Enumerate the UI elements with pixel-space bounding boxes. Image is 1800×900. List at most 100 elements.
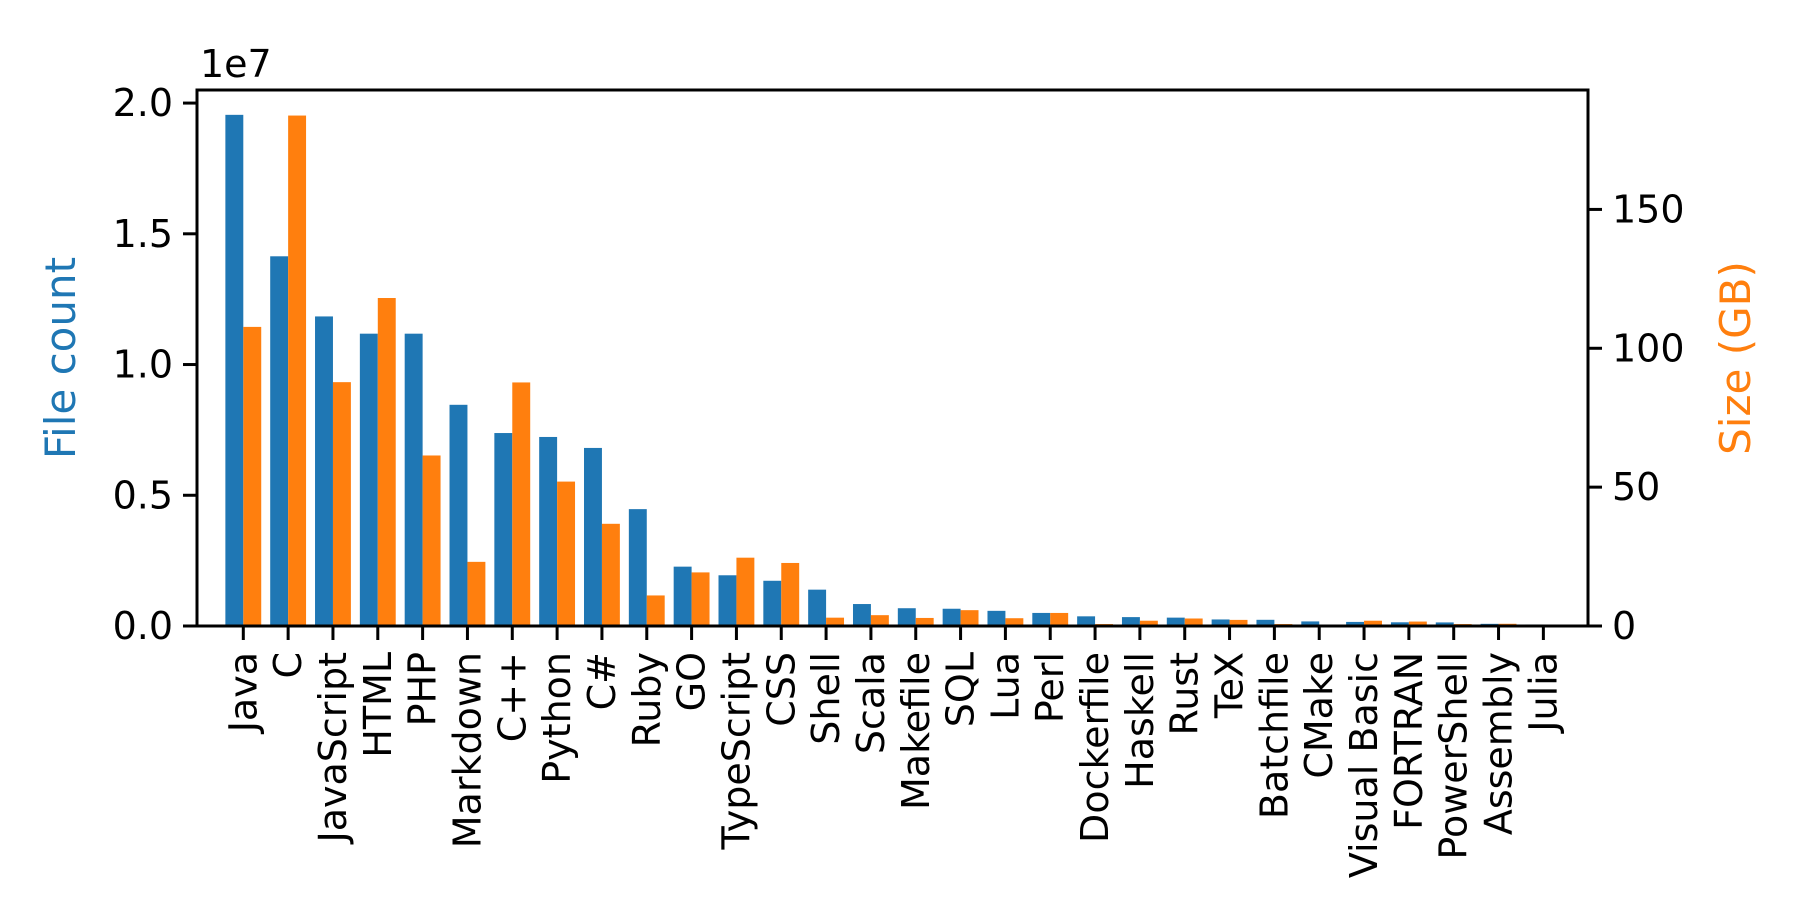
x-tick-label-go: GO bbox=[670, 652, 714, 711]
bar-file-count-css bbox=[763, 580, 782, 626]
bar-size-gb-fortran bbox=[1408, 621, 1427, 626]
bar-size-gb-c- bbox=[601, 523, 620, 626]
bar-file-count-fortran bbox=[1390, 622, 1409, 626]
bar-file-count-shell bbox=[808, 589, 827, 626]
bar-file-count-php bbox=[404, 333, 423, 626]
left-ticks-group: 0.0 0.5 1.0 1.5 2.0 bbox=[113, 81, 197, 648]
x-tick-label-sql: SQL bbox=[939, 652, 983, 727]
x-tick-label-fortran: FORTRAN bbox=[1387, 652, 1431, 830]
left-tick-label: 0.0 bbox=[113, 604, 173, 648]
x-tick-label-php: PHP bbox=[401, 652, 445, 726]
bar-file-count-typescript bbox=[718, 575, 737, 626]
x-tick-label-rust: Rust bbox=[1163, 652, 1207, 735]
bar-size-gb-shell bbox=[826, 617, 845, 626]
x-tick-label-ruby: Ruby bbox=[625, 652, 669, 747]
x-tick-label-python: Python bbox=[535, 652, 579, 784]
x-tick-label-haskell: Haskell bbox=[1118, 652, 1162, 789]
bar-size-gb-css bbox=[781, 562, 800, 626]
bar-size-gb-html bbox=[377, 298, 396, 626]
bar-size-gb-visual-basic bbox=[1364, 620, 1382, 626]
bar-size-gb-scala bbox=[870, 615, 889, 626]
bar-file-count-markdown bbox=[449, 404, 468, 626]
plot-frame bbox=[195, 88, 1590, 628]
bar-file-count-c- bbox=[584, 447, 602, 626]
right-tick-label: 100 bbox=[1612, 326, 1685, 370]
x-tick-label-dockerfile: Dockerfile bbox=[1073, 652, 1117, 843]
bar-size-gb-haskell bbox=[1139, 620, 1158, 626]
left-tick-label: 0.5 bbox=[113, 473, 173, 517]
left-tick-label: 1.5 bbox=[113, 212, 173, 256]
x-tick-label-c: C bbox=[266, 652, 310, 679]
x-tick-label-visual-basic: Visual Basic bbox=[1342, 652, 1386, 878]
bar-file-count-python bbox=[539, 436, 558, 626]
bar-size-gb-java bbox=[243, 326, 262, 626]
x-tick-label-c-: C# bbox=[580, 652, 624, 710]
left-tick-label: 2.0 bbox=[113, 81, 173, 125]
bar-size-gb-rust bbox=[1184, 618, 1203, 626]
x-tick-label-typescript: TypeScript bbox=[714, 652, 758, 851]
right-tick-label: 50 bbox=[1612, 465, 1660, 509]
right-tick-label: 150 bbox=[1612, 187, 1685, 231]
bar-file-count-c- bbox=[494, 433, 513, 626]
bar-file-count-perl bbox=[1032, 612, 1051, 626]
y-axis-offset-text: 1e7 bbox=[200, 42, 272, 86]
left-tick-label: 1.0 bbox=[113, 343, 173, 387]
bar-file-count-visual-basic bbox=[1346, 621, 1365, 626]
bar-file-count-ruby bbox=[628, 509, 647, 626]
bar-size-gb-javascript bbox=[332, 382, 351, 626]
bar-size-gb-tex bbox=[1229, 619, 1248, 626]
x-ticks-group: Java C JavaScript HTML PHP Markdown C++ Python C… bbox=[221, 626, 1565, 878]
bar-file-count-cmake bbox=[1301, 621, 1320, 626]
x-tick-label-lua: Lua bbox=[983, 652, 1027, 720]
x-tick-label-batchfile: Batchfile bbox=[1252, 652, 1296, 819]
bar-file-count-powershell bbox=[1435, 622, 1454, 626]
x-tick-label-perl: Perl bbox=[1028, 652, 1072, 723]
bar-size-gb-php bbox=[422, 455, 441, 626]
bar-size-gb-perl bbox=[1050, 612, 1069, 626]
bar-size-gb-python bbox=[557, 481, 576, 626]
bar-file-count-batchfile bbox=[1256, 619, 1275, 626]
y-axis-label-right: Size (GB) bbox=[1711, 261, 1760, 455]
x-tick-label-css: CSS bbox=[759, 652, 803, 727]
x-tick-label-makefile: Makefile bbox=[894, 652, 938, 810]
x-tick-label-julia: Julia bbox=[1521, 652, 1565, 734]
bar-file-count-haskell bbox=[1121, 617, 1140, 626]
bar-size-gb-lua bbox=[1005, 618, 1024, 626]
x-tick-label-scala: Scala bbox=[849, 652, 893, 754]
x-tick-label-assembly: Assembly bbox=[1477, 652, 1521, 835]
bar-size-gb-sql bbox=[960, 610, 979, 626]
bar-file-count-javascript bbox=[315, 316, 333, 626]
bar-size-gb-makefile bbox=[915, 617, 934, 626]
x-tick-label-tex: TeX bbox=[1208, 652, 1252, 719]
x-tick-label-powershell: PowerShell bbox=[1432, 652, 1476, 860]
bar-file-count-sql bbox=[942, 608, 961, 626]
x-tick-label-shell: Shell bbox=[804, 652, 848, 745]
bar-file-count-makefile bbox=[897, 608, 916, 626]
bar-file-count-go bbox=[673, 566, 692, 626]
bar-size-gb-go bbox=[691, 572, 710, 626]
right-tick-label: 0 bbox=[1612, 604, 1636, 648]
bar-file-count-java bbox=[225, 114, 244, 626]
bar-file-count-tex bbox=[1211, 619, 1230, 626]
x-tick-label-markdown: Markdown bbox=[445, 652, 489, 848]
bar-size-gb-typescript bbox=[736, 557, 755, 626]
bars-group bbox=[225, 114, 1562, 627]
bar-size-gb-ruby bbox=[646, 595, 665, 626]
y-axis-label-left: File count bbox=[36, 256, 85, 460]
bar-file-count-rust bbox=[1166, 617, 1185, 626]
bar-size-gb-c bbox=[288, 115, 307, 627]
x-tick-label-c-: C++ bbox=[490, 652, 534, 742]
bar-file-count-html bbox=[359, 333, 378, 626]
x-tick-label-javascript: JavaScript bbox=[311, 652, 355, 844]
x-tick-label-java: Java bbox=[221, 652, 265, 734]
bar-file-count-dockerfile bbox=[1077, 616, 1096, 626]
x-tick-label-cmake: CMake bbox=[1297, 652, 1341, 779]
right-ticks-group: 0 50 100 150 bbox=[1588, 187, 1685, 648]
bar-file-count-scala bbox=[852, 604, 871, 626]
bar-size-gb-markdown bbox=[467, 561, 486, 626]
bar-file-count-lua bbox=[987, 610, 1006, 626]
bar-size-gb-c- bbox=[512, 382, 531, 626]
bar-file-count-c bbox=[270, 256, 289, 626]
